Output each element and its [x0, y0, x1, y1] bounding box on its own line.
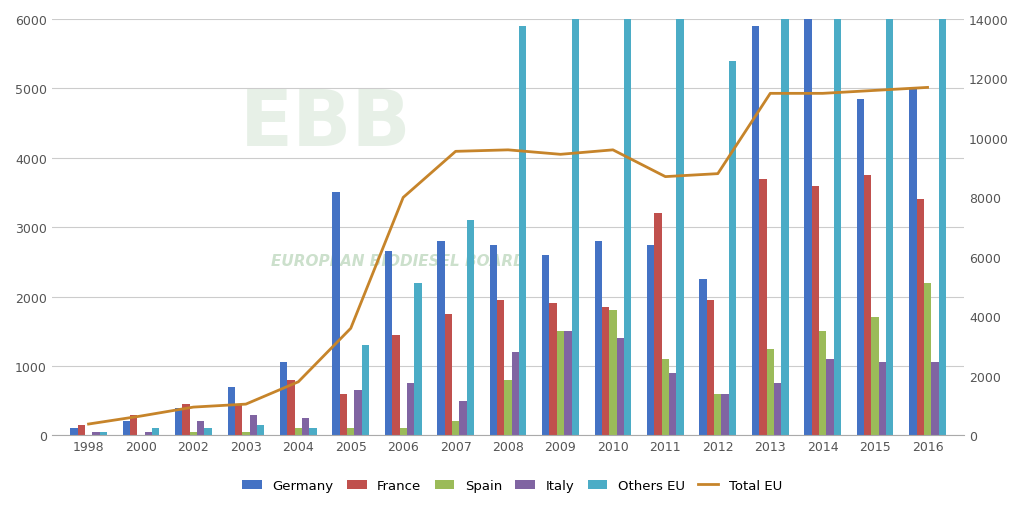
Bar: [257, 425, 264, 436]
Bar: [669, 373, 677, 436]
Bar: [340, 394, 347, 436]
Bar: [437, 242, 444, 436]
Bar: [197, 421, 205, 436]
Bar: [759, 179, 767, 436]
Bar: [819, 331, 826, 436]
Bar: [288, 380, 295, 436]
Bar: [879, 363, 886, 436]
Bar: [729, 62, 736, 436]
Bar: [414, 283, 422, 436]
Bar: [857, 100, 864, 436]
Bar: [250, 415, 257, 436]
Bar: [924, 283, 931, 436]
Legend: Germany, France, Spain, Italy, Others EU, Total EU: Germany, France, Spain, Italy, Others EU…: [237, 474, 787, 497]
Bar: [624, 0, 631, 436]
Bar: [152, 429, 160, 436]
Bar: [392, 335, 399, 436]
Bar: [189, 432, 197, 436]
Bar: [707, 300, 714, 436]
Bar: [767, 349, 774, 436]
Bar: [519, 27, 526, 436]
Bar: [916, 200, 924, 436]
Bar: [752, 27, 759, 436]
Bar: [71, 429, 78, 436]
Bar: [407, 384, 414, 436]
Text: EUROPEAN BIODIESEL BOARD: EUROPEAN BIODIESEL BOARD: [271, 253, 526, 268]
Bar: [444, 314, 452, 436]
Bar: [505, 380, 512, 436]
Bar: [78, 425, 85, 436]
Bar: [385, 252, 392, 436]
Bar: [886, 0, 894, 436]
Bar: [834, 0, 841, 436]
Bar: [812, 186, 819, 436]
Bar: [571, 6, 579, 436]
Bar: [804, 0, 812, 436]
Bar: [234, 404, 243, 436]
Bar: [452, 421, 460, 436]
Bar: [99, 432, 106, 436]
Bar: [467, 221, 474, 436]
Bar: [677, 0, 684, 436]
Bar: [460, 401, 467, 436]
Bar: [309, 429, 316, 436]
Text: EBB: EBB: [240, 86, 412, 162]
Bar: [557, 331, 564, 436]
Bar: [512, 352, 519, 436]
Bar: [595, 242, 602, 436]
Bar: [871, 318, 879, 436]
Bar: [909, 89, 916, 436]
Bar: [144, 432, 152, 436]
Bar: [774, 384, 781, 436]
Bar: [123, 421, 130, 436]
Bar: [130, 415, 137, 436]
Bar: [302, 418, 309, 436]
Bar: [497, 300, 505, 436]
Bar: [243, 432, 250, 436]
Bar: [781, 0, 788, 436]
Bar: [714, 394, 722, 436]
Bar: [550, 304, 557, 436]
Bar: [699, 279, 707, 436]
Bar: [227, 387, 234, 436]
Bar: [864, 176, 871, 436]
Bar: [616, 338, 624, 436]
Bar: [931, 363, 939, 436]
Bar: [92, 432, 99, 436]
Bar: [175, 408, 182, 436]
Bar: [564, 331, 571, 436]
Bar: [347, 429, 354, 436]
Bar: [826, 359, 834, 436]
Bar: [939, 0, 946, 436]
Bar: [205, 429, 212, 436]
Bar: [654, 214, 662, 436]
Bar: [662, 359, 669, 436]
Bar: [722, 394, 729, 436]
Bar: [602, 307, 609, 436]
Bar: [295, 429, 302, 436]
Bar: [542, 256, 550, 436]
Bar: [333, 193, 340, 436]
Bar: [280, 363, 288, 436]
Bar: [361, 346, 369, 436]
Bar: [182, 404, 189, 436]
Bar: [609, 311, 616, 436]
Bar: [399, 429, 407, 436]
Bar: [647, 245, 654, 436]
Bar: [489, 245, 497, 436]
Bar: [354, 390, 361, 436]
